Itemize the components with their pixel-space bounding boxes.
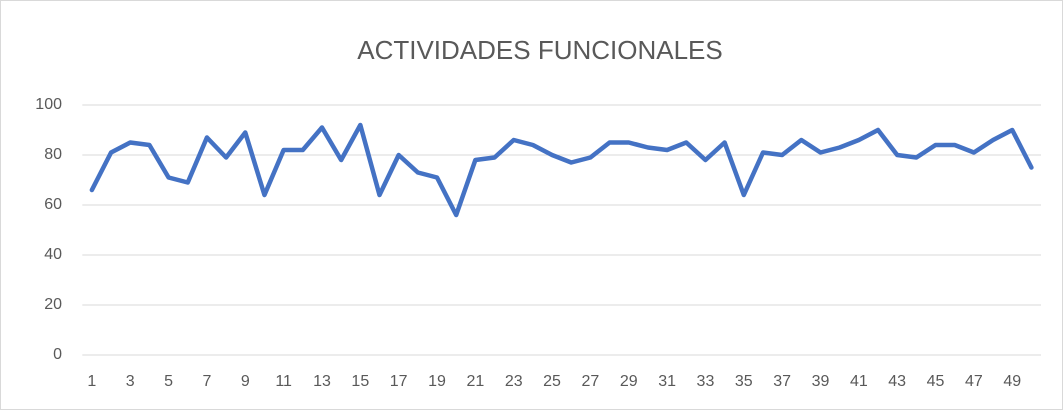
x-tick-label: 29 [620, 373, 638, 390]
x-tick-label: 49 [1003, 373, 1021, 390]
x-tick-label: 33 [697, 373, 715, 390]
x-tick-label: 37 [773, 373, 791, 390]
y-tick-label: 100 [35, 96, 62, 113]
y-tick-label: 80 [44, 146, 62, 163]
x-tick-label: 21 [466, 373, 484, 390]
line-series [89, 122, 1034, 218]
x-tick-label: 23 [505, 373, 523, 390]
chart-title: ACTIVIDADES FUNCIONALES [357, 35, 723, 65]
x-tick-label: 27 [582, 373, 600, 390]
x-tick-label: 7 [202, 373, 211, 390]
x-tick-label: 17 [390, 373, 408, 390]
y-tick-label: 0 [53, 346, 62, 363]
x-tick-label: 9 [241, 373, 250, 390]
y-tick-label: 20 [44, 296, 62, 313]
x-tick-label: 1 [87, 373, 96, 390]
x-tick-label: 43 [888, 373, 906, 390]
x-tick-label: 3 [126, 373, 135, 390]
y-tick-label: 60 [44, 196, 62, 213]
x-tick-label: 13 [313, 373, 331, 390]
y-tick-label: 40 [44, 246, 62, 263]
x-tick-label: 41 [850, 373, 868, 390]
x-tick-label: 5 [164, 373, 173, 390]
x-tick-label: 19 [428, 373, 446, 390]
x-tick-label: 45 [927, 373, 945, 390]
x-tick-label: 47 [965, 373, 983, 390]
x-tick-label: 39 [812, 373, 830, 390]
x-tick-label: 35 [735, 373, 753, 390]
x-tick-label: 25 [543, 373, 561, 390]
x-tick-label: 11 [275, 373, 292, 390]
x-tick-label: 31 [658, 373, 676, 390]
x-tick-label: 15 [351, 373, 369, 390]
